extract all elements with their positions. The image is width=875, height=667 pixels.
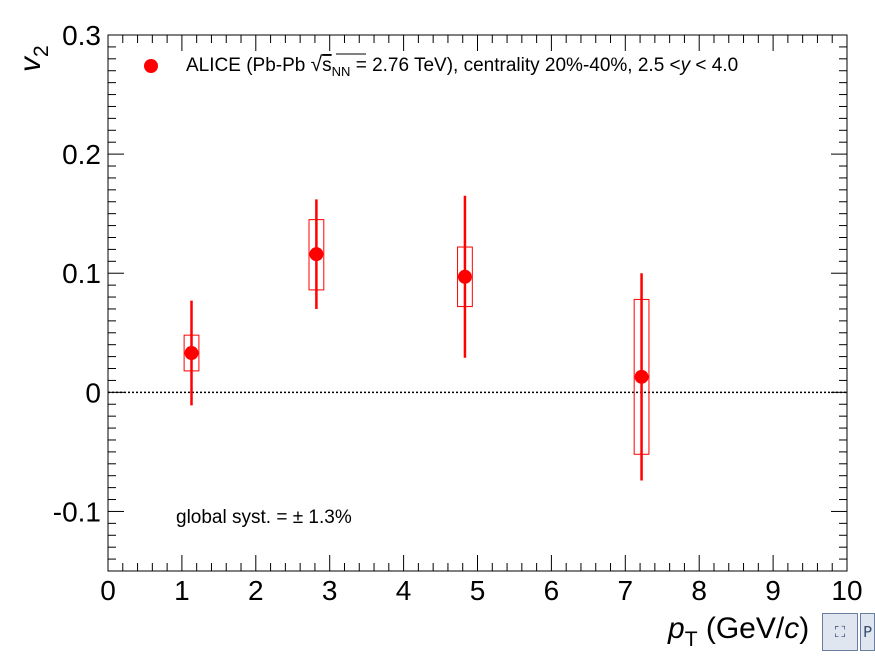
data-point: [457, 269, 472, 284]
x-axis-title: pT (GeV/c): [667, 612, 809, 651]
y-axis-title-sub: 2: [30, 45, 53, 57]
x-axis-units-suffix: ): [799, 612, 809, 645]
x-tick-label: 3: [322, 575, 338, 606]
y-axis-title: v2: [14, 45, 53, 72]
legend-s: s: [322, 55, 332, 76]
y-tick-label: 0.2: [62, 139, 101, 170]
x-axis-title-main: p: [667, 612, 685, 645]
fit-view-button[interactable]: ⛶: [822, 613, 858, 651]
axis-ticks: 0 1 2 3 4 5 6 7 8 9 10 -0.1 0 0.1 0.2 0.3: [53, 20, 863, 606]
y-axis-title-main: v: [14, 55, 47, 72]
legend-text-3: < 4.0: [690, 55, 738, 76]
panel-icon: P: [862, 623, 873, 641]
data-point: [184, 346, 199, 361]
legend-label: ALICE (Pb-Pb √sNN = 2.76 TeV), centralit…: [186, 53, 738, 79]
legend-sqrt: √: [311, 53, 323, 76]
fit-view-icon: ⛶: [834, 623, 846, 641]
x-tick-label: 7: [618, 575, 634, 606]
y-tick-label: 0.3: [62, 20, 101, 51]
y-tick-label: 0: [85, 377, 101, 408]
x-tick-label: 1: [174, 575, 190, 606]
x-tick-label: 4: [396, 575, 412, 606]
global-syst-annotation: global syst. = ± 1.3%: [176, 507, 352, 528]
y-tick-label: 0.1: [62, 258, 101, 289]
x-axis-title-sub: T: [685, 628, 698, 651]
panel-button[interactable]: P: [860, 613, 875, 651]
x-tick-label: 10: [831, 575, 862, 606]
y-tick-label: -0.1: [53, 496, 101, 527]
x-tick-label: 5: [470, 575, 486, 606]
x-axis-units-italic: c: [784, 612, 799, 645]
plot-frame: [107, 34, 848, 572]
x-tick-label: 2: [248, 575, 264, 606]
legend-marker: [144, 59, 158, 73]
x-tick-label: 9: [765, 575, 781, 606]
legend-text-1: ALICE (Pb-Pb: [186, 55, 311, 76]
legend-y: y: [679, 55, 692, 76]
x-axis-units-prefix: (GeV/: [698, 612, 785, 645]
x-tick-label: 6: [544, 575, 560, 606]
x-tick-label: 0: [100, 575, 116, 606]
legend-s-sub: NN: [332, 64, 351, 79]
data-point: [309, 247, 324, 262]
plot-border: [107, 34, 848, 572]
x-tick-label: 8: [691, 575, 707, 606]
data-points: [183, 195, 650, 481]
legend-text-2: = 2.76 TeV), centrality 20%-40%, 2.5 <: [350, 55, 680, 76]
data-point: [634, 369, 649, 384]
